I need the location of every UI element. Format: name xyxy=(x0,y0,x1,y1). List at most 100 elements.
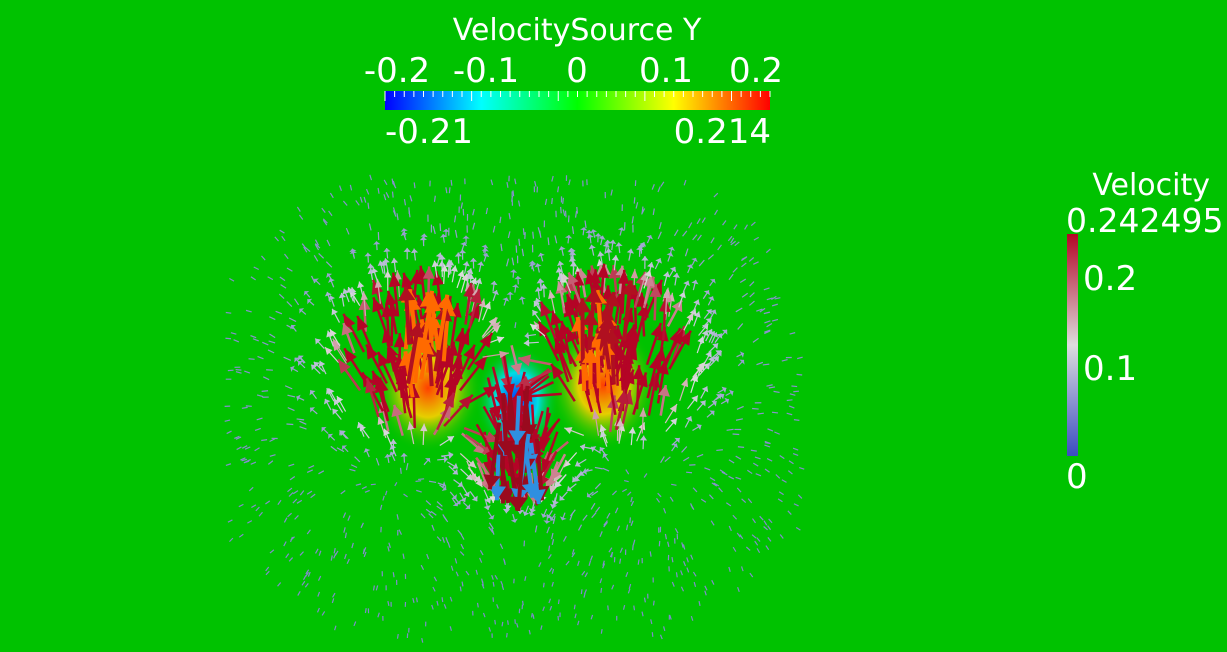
velocity-glyph-head xyxy=(649,284,662,298)
velocity-glyph xyxy=(496,604,499,609)
velocity-glyph xyxy=(753,261,759,265)
velocity-glyph-head xyxy=(572,271,585,287)
velocity-glyph xyxy=(240,457,246,461)
velocity-glyph xyxy=(485,207,489,215)
velocity-glyph xyxy=(749,281,755,287)
velocity-glyph xyxy=(713,482,720,487)
velocity-glyph-head xyxy=(328,433,334,440)
velocity-glyph-head xyxy=(360,291,368,301)
velocity-glyph-head xyxy=(533,300,540,308)
velocity-glyph-head xyxy=(702,323,709,331)
velocity-glyph xyxy=(682,544,686,550)
velocity-glyph xyxy=(728,273,734,281)
velocity-glyph xyxy=(797,494,803,499)
velocity-glyph xyxy=(684,248,689,257)
velocity-glyph-head xyxy=(326,330,334,338)
velocity-glyph xyxy=(292,498,298,504)
velocity-glyph xyxy=(710,237,715,244)
velocity-glyph-head xyxy=(580,443,586,451)
velocity-glyph xyxy=(771,303,779,307)
velocity-glyph-head xyxy=(463,491,470,497)
velocity-glyph xyxy=(518,238,521,246)
velocity-glyph-head xyxy=(686,312,694,321)
velocity-glyph-head xyxy=(309,390,316,396)
velocity-glyph xyxy=(354,456,361,463)
velocity-glyph-head xyxy=(473,355,488,371)
velocity-glyph xyxy=(402,553,405,559)
velocity-glyph-head xyxy=(488,514,495,520)
velocity-glyph-head xyxy=(584,269,597,285)
velocity-glyph-head xyxy=(420,423,428,432)
velocity-glyph xyxy=(479,557,483,563)
velocity-glyph xyxy=(364,608,367,614)
velocity-glyph-head xyxy=(467,273,475,280)
velocitysource-colorbar xyxy=(384,91,771,110)
velocity-glyph xyxy=(778,491,784,496)
velocity-glyph xyxy=(277,582,282,587)
velocity-glyph-head xyxy=(605,248,613,253)
velocity-glyph xyxy=(267,276,274,281)
velocity-glyph xyxy=(505,632,508,638)
velocity-glyph xyxy=(749,292,755,298)
velocity-glyph xyxy=(305,572,309,577)
velocity-glyph xyxy=(681,446,688,453)
velocity-glyph xyxy=(621,488,628,493)
velocity-glyph xyxy=(396,213,399,221)
velocity-glyph xyxy=(573,604,576,610)
velocity-glyph-head xyxy=(739,359,745,365)
velocity-glyph xyxy=(262,341,269,346)
velocity-glyph xyxy=(718,487,723,493)
velocity-glyph xyxy=(557,186,560,193)
velocity-glyph xyxy=(549,605,553,611)
velocity-glyph xyxy=(562,197,565,204)
velocity-glyph xyxy=(534,180,537,187)
velocity-glyph xyxy=(741,292,749,298)
velocity-glyph xyxy=(763,311,771,315)
velocity-glyph-head xyxy=(739,351,744,358)
velocity-glyph-head xyxy=(473,475,482,484)
velocity-glyph xyxy=(367,202,370,209)
velocity-glyph xyxy=(234,435,240,439)
velocity-glyph xyxy=(551,197,553,205)
velocity-glyph xyxy=(799,466,805,470)
velocity-glyph xyxy=(762,363,770,366)
velocity-glyph xyxy=(680,586,685,592)
velocity-tick-label: 0.1 xyxy=(1083,349,1138,389)
velocity-glyph-head xyxy=(721,329,728,335)
velocity-glyph-head xyxy=(463,283,476,298)
velocity-glyph-head xyxy=(407,421,415,431)
velocity-glyph xyxy=(764,320,771,324)
velocity-glyph-head xyxy=(357,315,369,332)
velocity-glyph xyxy=(491,528,495,535)
velocity-glyph-head xyxy=(389,439,398,445)
velocity-glyph xyxy=(686,471,693,474)
velocity-glyph xyxy=(737,446,745,448)
velocity-glyph-head xyxy=(458,330,470,346)
velocity-glyph xyxy=(726,428,734,431)
velocity-glyph xyxy=(768,518,773,524)
velocity-glyph xyxy=(602,467,610,472)
velocity-glyph xyxy=(442,514,448,521)
velocity-glyph xyxy=(764,442,771,445)
velocity-glyph xyxy=(752,337,759,343)
velocity-glyph-head xyxy=(455,499,461,505)
velocity-glyph xyxy=(671,483,677,486)
velocity-glyph xyxy=(244,446,251,450)
velocity-glyph xyxy=(747,469,753,475)
velocity-glyph xyxy=(763,526,768,531)
velocity-glyph-head xyxy=(708,356,715,363)
velocity-glyph-head xyxy=(716,333,723,339)
velocity-glyph-head xyxy=(296,394,301,402)
velocity-glyph xyxy=(318,470,325,475)
velocity-glyph-head xyxy=(377,260,385,267)
velocity-glyph xyxy=(538,562,542,568)
velocity-glyph-head xyxy=(328,388,335,395)
velocity-glyph xyxy=(562,209,566,216)
velocity-glyph xyxy=(230,332,237,335)
velocity-glyph xyxy=(717,244,722,251)
velocity-glyph xyxy=(632,544,634,551)
velocity-glyph xyxy=(588,560,592,566)
velocity-glyph xyxy=(286,423,294,426)
velocity-glyph xyxy=(771,318,779,322)
